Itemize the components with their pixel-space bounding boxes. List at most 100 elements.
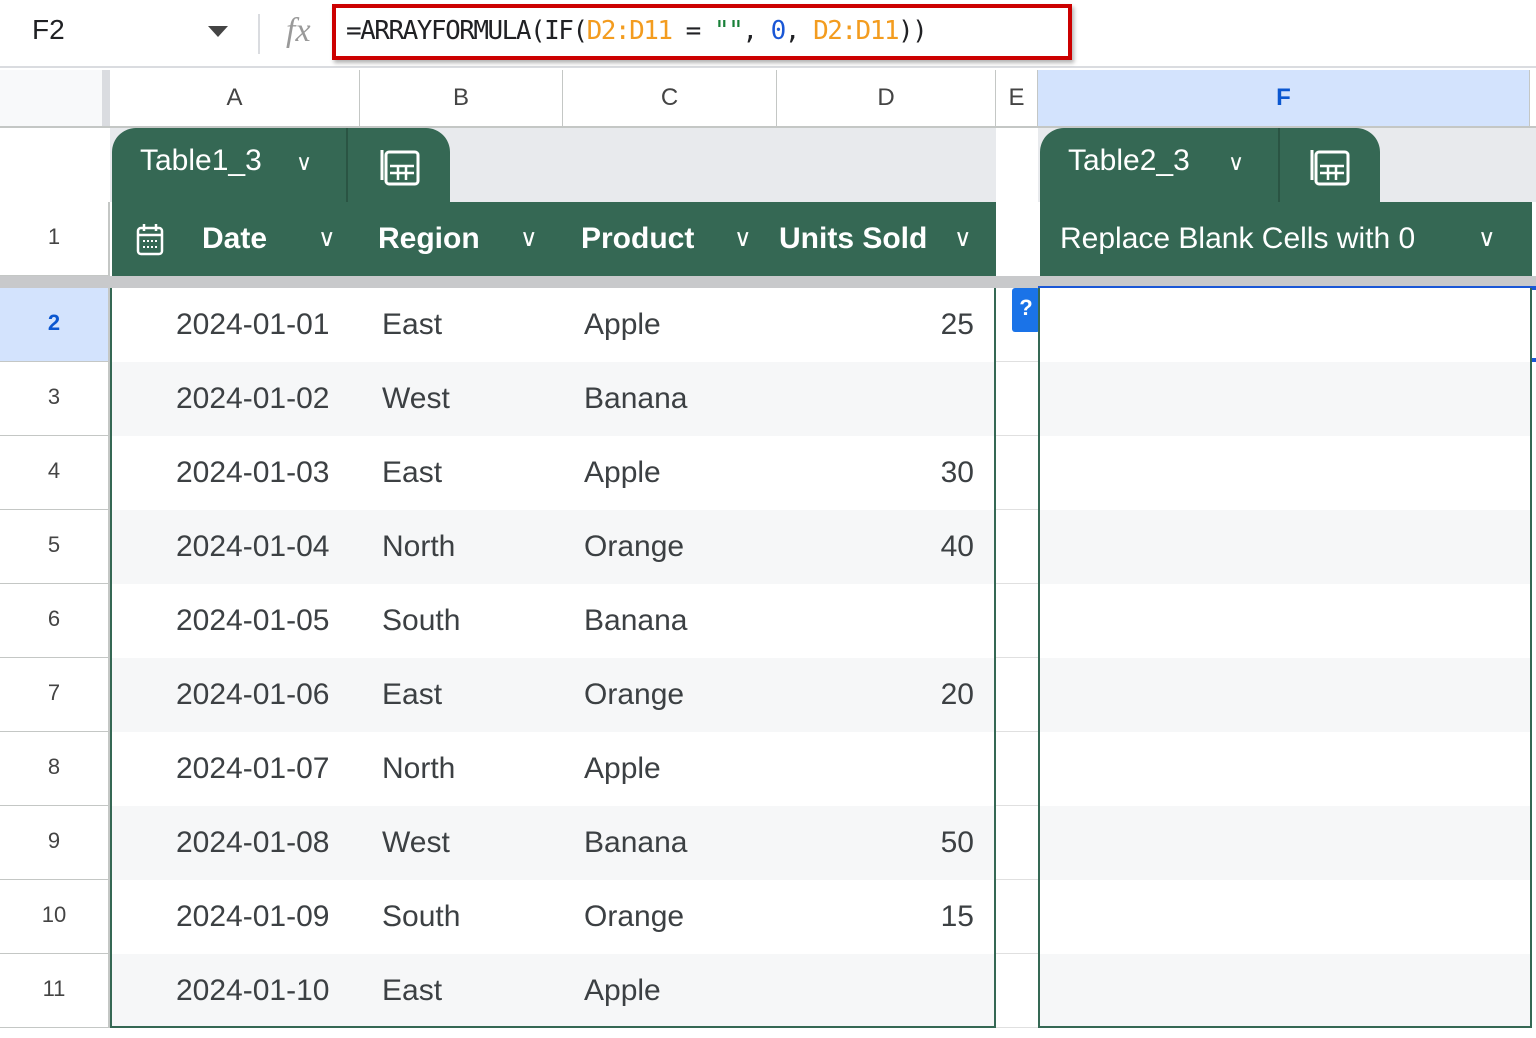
table2-tab[interactable]: Table2_3 ∨ bbox=[1040, 128, 1380, 202]
cell-c3[interactable]: Banana bbox=[584, 382, 688, 415]
formula-token: D2:D11 bbox=[813, 16, 899, 46]
cell-a2[interactable]: 2024-01-01 bbox=[176, 308, 330, 341]
cell-c7[interactable]: Orange bbox=[584, 678, 685, 711]
cell-f5[interactable] bbox=[1038, 510, 1532, 584]
column-header-label: Region bbox=[378, 222, 480, 255]
column-header-e[interactable]: E bbox=[996, 70, 1038, 126]
cell-d4[interactable]: 30 bbox=[940, 456, 974, 489]
cell-a11[interactable]: 2024-01-10 bbox=[176, 974, 330, 1007]
table1-tab[interactable]: Table1_3 ∨ bbox=[112, 128, 450, 202]
cell-a10[interactable]: 2024-01-09 bbox=[176, 900, 330, 933]
chevron-down-icon[interactable]: ∨ bbox=[520, 225, 538, 252]
column-header-label: Replace Blank Cells with 0 bbox=[1060, 222, 1416, 255]
cell-f9[interactable] bbox=[1038, 806, 1532, 880]
column-header-c[interactable]: C bbox=[563, 70, 777, 126]
table2-header-row[interactable]: Replace Blank Cells with 0 ∨ bbox=[1040, 202, 1532, 276]
table-row: 2024-01-08 West Banana 50 bbox=[110, 806, 996, 880]
table-row: 2024-01-09 South Orange 15 bbox=[110, 880, 996, 954]
formula-token: =ARRAYFORMULA(IF( bbox=[346, 16, 588, 46]
calculator-icon[interactable] bbox=[1310, 146, 1352, 186]
cell-a7[interactable]: 2024-01-06 bbox=[176, 678, 330, 711]
row-header-7[interactable]: 7 bbox=[0, 658, 110, 732]
column-header-label: Product bbox=[581, 222, 695, 255]
name-box-dropdown-icon[interactable] bbox=[208, 26, 228, 37]
fx-icon: fx bbox=[286, 12, 311, 49]
cell-f11[interactable] bbox=[1038, 954, 1532, 1028]
cell-b3[interactable]: West bbox=[382, 382, 450, 415]
column-header-b[interactable]: B bbox=[360, 70, 563, 126]
cell-b6[interactable]: South bbox=[382, 604, 461, 637]
table-row: 2024-01-10 East Apple bbox=[110, 954, 996, 1028]
column-header-a[interactable]: A bbox=[110, 70, 360, 126]
row-header-2[interactable]: 2 bbox=[0, 288, 110, 362]
chevron-down-icon[interactable]: ∨ bbox=[1228, 150, 1245, 175]
formula-token: 0 bbox=[770, 16, 787, 46]
cell-f10[interactable] bbox=[1038, 880, 1532, 954]
cell-c6[interactable]: Banana bbox=[584, 604, 688, 637]
cell-d2[interactable]: 25 bbox=[940, 308, 974, 341]
cell-f3[interactable] bbox=[1038, 362, 1532, 436]
cell-b7[interactable]: East bbox=[382, 678, 443, 711]
cell-a6[interactable]: 2024-01-05 bbox=[176, 604, 330, 637]
column-header-f[interactable]: F bbox=[1038, 70, 1530, 126]
table-name: Table1_3 bbox=[140, 144, 262, 177]
cell-a5[interactable]: 2024-01-04 bbox=[176, 530, 330, 563]
freeze-bar[interactable] bbox=[0, 276, 1536, 288]
cell-a4[interactable]: 2024-01-03 bbox=[176, 456, 330, 489]
row-header-8[interactable]: 8 bbox=[0, 732, 110, 806]
cell-a3[interactable]: 2024-01-02 bbox=[176, 382, 330, 415]
column-header-d[interactable]: D bbox=[777, 70, 996, 126]
chevron-down-icon[interactable]: ∨ bbox=[734, 225, 752, 252]
cell-d9[interactable]: 50 bbox=[940, 826, 974, 859]
calculator-icon[interactable] bbox=[380, 146, 422, 186]
cell-c5[interactable]: Orange bbox=[584, 530, 685, 563]
calendar-icon bbox=[136, 224, 164, 256]
row-header-5[interactable]: 5 bbox=[0, 510, 110, 584]
row-header-11[interactable]: 11 bbox=[0, 954, 110, 1028]
select-all-corner[interactable] bbox=[0, 70, 110, 126]
formula-token: D2:D11 bbox=[586, 16, 673, 46]
row-header-4[interactable]: 4 bbox=[0, 436, 110, 510]
column-header-label: Units Sold bbox=[779, 222, 928, 255]
chevron-down-icon[interactable]: ∨ bbox=[296, 150, 313, 175]
cell-b8[interactable]: North bbox=[382, 752, 456, 785]
cell-f4[interactable] bbox=[1038, 436, 1532, 510]
cell-b4[interactable]: East bbox=[382, 456, 443, 489]
cell-c11[interactable]: Apple bbox=[584, 974, 661, 1007]
row-header-10[interactable]: 10 bbox=[0, 880, 110, 954]
cell-b2[interactable]: East bbox=[382, 308, 443, 341]
cell-b9[interactable]: West bbox=[382, 826, 450, 859]
cell-c8[interactable]: Apple bbox=[584, 752, 661, 785]
formula-help-badge[interactable]: ? bbox=[1012, 288, 1040, 332]
cell-f6[interactable] bbox=[1038, 584, 1532, 658]
cell-c9[interactable]: Banana bbox=[584, 826, 688, 859]
cell-d10[interactable]: 15 bbox=[940, 900, 974, 933]
cell-c2[interactable]: Apple bbox=[584, 308, 661, 341]
formula-input[interactable]: =ARRAYFORMULA(IF(D2:D11 = "", 0, D2:D11)… bbox=[332, 4, 1072, 60]
cell-b11[interactable]: East bbox=[382, 974, 443, 1007]
cell-f7[interactable] bbox=[1038, 658, 1532, 732]
chevron-down-icon[interactable]: ∨ bbox=[1478, 225, 1496, 252]
chevron-down-icon[interactable]: ∨ bbox=[954, 225, 972, 252]
cell-f8[interactable] bbox=[1038, 732, 1532, 806]
chevron-down-icon[interactable]: ∨ bbox=[318, 225, 336, 252]
table-row: 2024-01-05 South Banana bbox=[110, 584, 996, 658]
cell-f2[interactable] bbox=[1038, 288, 1532, 362]
name-box[interactable]: F2 bbox=[32, 14, 65, 45]
cell-d7[interactable]: 20 bbox=[940, 678, 974, 711]
column-header-label: Date bbox=[202, 222, 268, 255]
table1-header-row: Date ∨ Region ∨ Product ∨ Units Sold ∨ bbox=[112, 202, 996, 276]
row-header-1[interactable]: 1 bbox=[0, 202, 110, 276]
cell-a9[interactable]: 2024-01-08 bbox=[176, 826, 330, 859]
row-header-3[interactable]: 3 bbox=[0, 362, 110, 436]
row-header-6[interactable]: 6 bbox=[0, 584, 110, 658]
cell-d5[interactable]: 40 bbox=[940, 530, 974, 563]
cell-a8[interactable]: 2024-01-07 bbox=[176, 752, 330, 785]
table-row: 2024-01-04 North Orange 40 bbox=[110, 510, 996, 584]
cell-b5[interactable]: North bbox=[382, 530, 456, 563]
row-header-9[interactable]: 9 bbox=[0, 806, 110, 880]
cell-c4[interactable]: Apple bbox=[584, 456, 661, 489]
cell-c10[interactable]: Orange bbox=[584, 900, 685, 933]
cell-b10[interactable]: South bbox=[382, 900, 461, 933]
formula-bar: F2 fx =ARRAYFORMULA(IF(D2:D11 = "", 0, D… bbox=[0, 0, 1536, 68]
